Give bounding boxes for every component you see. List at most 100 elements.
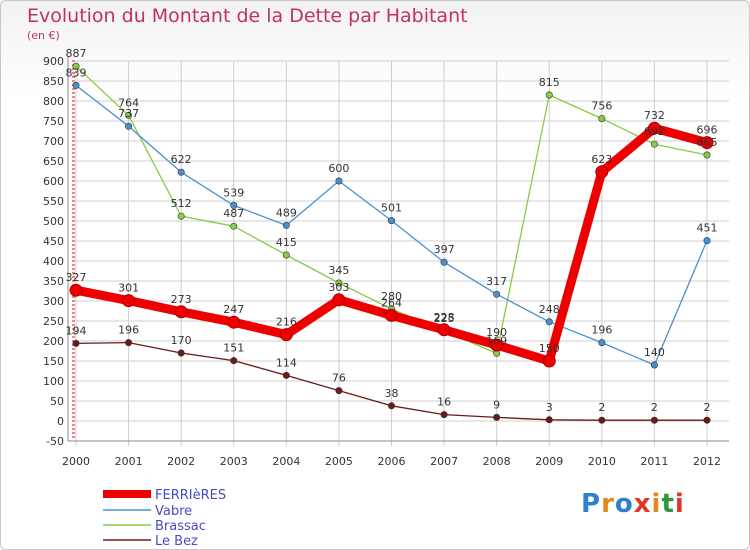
data-point [230,201,238,209]
data-label: 512 [171,197,192,210]
data-point [700,136,714,150]
data-label: 151 [223,342,244,355]
data-label: 2 [598,401,605,414]
data-point [335,387,343,395]
data-point [440,411,448,419]
data-point [335,177,343,185]
data-label: 301 [118,282,139,295]
data-label: 692 [644,125,665,138]
data-point [332,293,346,307]
data-label: 764 [118,96,139,109]
x-tick-label: 2003 [220,455,248,468]
data-point [69,283,83,297]
logo-letter: x [633,489,652,519]
data-point [72,339,80,347]
data-point [227,315,241,329]
data-point [174,305,188,319]
data-point [595,165,609,179]
data-label: 16 [437,396,451,409]
data-point [387,402,395,410]
y-tick-label: 550 [43,195,64,208]
y-tick-label: 100 [43,375,64,388]
x-tick-label: 2007 [430,455,458,468]
data-point [177,349,185,357]
data-label: 487 [223,207,244,220]
data-label: 600 [328,162,349,175]
data-point [282,371,290,379]
data-point [598,339,606,347]
data-point [545,318,553,326]
y-tick-label: -50 [46,435,64,448]
data-label: 451 [697,222,718,235]
chart-title: Evolution du Montant de la Dette par Hab… [27,5,468,27]
chart-unit-label: (en €) [27,29,60,42]
y-tick-label: 400 [43,255,64,268]
data-label: 196 [591,324,612,337]
x-tick-label: 2001 [115,455,143,468]
data-point [598,115,606,123]
data-label: 170 [171,334,192,347]
data-point [440,258,448,266]
data-label: 194 [66,324,87,337]
data-label: 696 [697,124,718,137]
y-tick-label: 200 [43,335,64,348]
data-label: 665 [697,136,718,149]
data-label: 38 [385,387,399,400]
data-point [177,212,185,220]
data-label: 9 [493,398,500,411]
data-label: 501 [381,202,402,215]
x-tick-label: 2002 [167,455,195,468]
y-tick-label: 150 [43,355,64,368]
data-label: 273 [171,293,192,306]
data-label: 622 [171,153,192,166]
legend-label: Brassac [155,519,206,534]
data-point [598,416,606,424]
y-tick-label: 500 [43,215,64,228]
data-label: 264 [381,296,402,309]
data-point [703,151,711,159]
y-tick-label: 50 [50,395,64,408]
data-point [545,91,553,99]
logo-letter: i [674,489,685,519]
data-label: 756 [591,100,612,113]
data-point [125,339,133,347]
x-tick-label: 2009 [535,455,563,468]
y-tick-label: 850 [43,75,64,88]
data-point [125,111,133,119]
data-label: 397 [434,243,455,256]
legend-label: Le Bez [155,534,198,549]
data-point [72,81,80,89]
data-point [279,328,293,342]
data-point [542,354,556,368]
x-tick-label: 2004 [272,455,300,468]
data-point [125,122,133,130]
data-label: 225 [434,312,455,325]
data-point [72,62,80,70]
data-point [647,121,661,135]
y-tick-label: 650 [43,155,64,168]
data-point [490,338,504,352]
data-label: 216 [276,316,297,329]
data-point [650,416,658,424]
data-label: 539 [223,186,244,199]
y-tick-label: 750 [43,115,64,128]
data-label: 489 [276,206,297,219]
data-label: 623 [591,153,612,166]
data-point [493,413,501,421]
logo-letter: r [601,489,615,519]
data-label: 317 [486,275,507,288]
data-label: 248 [539,303,560,316]
data-point [650,361,658,369]
data-label: 737 [118,107,139,120]
logo-letter: t [661,489,675,519]
data-point [282,221,290,229]
data-label: 415 [276,236,297,249]
data-point [545,416,553,424]
data-label: 169 [486,334,507,347]
data-label: 327 [66,271,87,284]
y-tick-label: 600 [43,175,64,188]
data-label: 140 [644,346,665,359]
data-label: 247 [223,303,244,316]
y-tick-label: 350 [43,275,64,288]
